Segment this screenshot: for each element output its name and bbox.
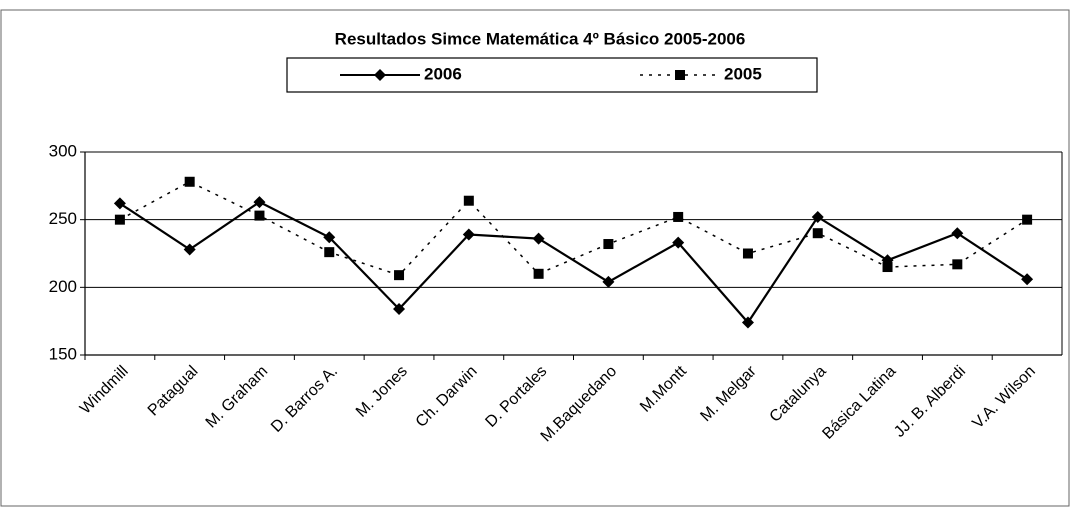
point <box>673 211 684 222</box>
point <box>811 210 824 223</box>
x-tick-label: M. Jones <box>353 363 411 421</box>
point <box>393 302 406 315</box>
point <box>533 268 544 279</box>
chart-title: Resultados Simce Matemática 4º Básico 20… <box>335 29 746 48</box>
x-tick-label: M.Montt <box>637 362 690 415</box>
x-tick-label: Catalunya <box>767 363 830 426</box>
point <box>951 227 964 240</box>
point <box>742 248 753 259</box>
series-line <box>119 200 1028 325</box>
point <box>253 196 266 209</box>
x-tick-label: D. Barros A. <box>268 363 341 436</box>
x-tick-label: JJ. B. Alberdi <box>891 363 969 441</box>
x-tick-label: Básica Latina <box>819 363 899 443</box>
x-tick-label: M. Graham <box>203 363 272 432</box>
point <box>1022 214 1033 225</box>
point <box>602 275 615 288</box>
point <box>394 270 405 281</box>
point <box>812 228 823 239</box>
legend-label: 2005 <box>724 64 762 83</box>
point <box>882 262 893 273</box>
legend-box <box>286 57 818 93</box>
point <box>603 239 614 250</box>
x-tick-label: Ch. Darwin <box>413 363 481 431</box>
legend-marker <box>675 70 685 80</box>
x-tick-label: Patagual <box>145 363 202 420</box>
y-tick-label: 300 <box>49 141 77 160</box>
point <box>323 231 336 244</box>
y-tick-label: 150 <box>49 344 77 363</box>
point <box>254 210 265 221</box>
x-tick-label: M. Melgar <box>697 362 760 425</box>
point <box>532 232 545 245</box>
point <box>113 197 126 210</box>
point <box>952 259 963 270</box>
legend-marker <box>374 69 386 81</box>
y-tick-label: 200 <box>49 277 77 296</box>
legend-label: 2006 <box>424 64 462 83</box>
y-tick-label: 250 <box>49 209 77 228</box>
point <box>184 176 195 187</box>
x-tick-label: D. Portales <box>482 363 550 431</box>
point <box>114 214 125 225</box>
point <box>1021 273 1034 286</box>
point <box>183 243 196 256</box>
x-tick-label: Windmill <box>77 363 132 418</box>
series-line <box>119 180 1028 277</box>
chart-border <box>0 9 1070 507</box>
point <box>741 316 754 329</box>
point <box>462 228 475 241</box>
point <box>672 236 685 249</box>
point <box>463 195 474 206</box>
x-tick-label: V.A. Wilson <box>969 363 1038 432</box>
point <box>324 247 335 258</box>
